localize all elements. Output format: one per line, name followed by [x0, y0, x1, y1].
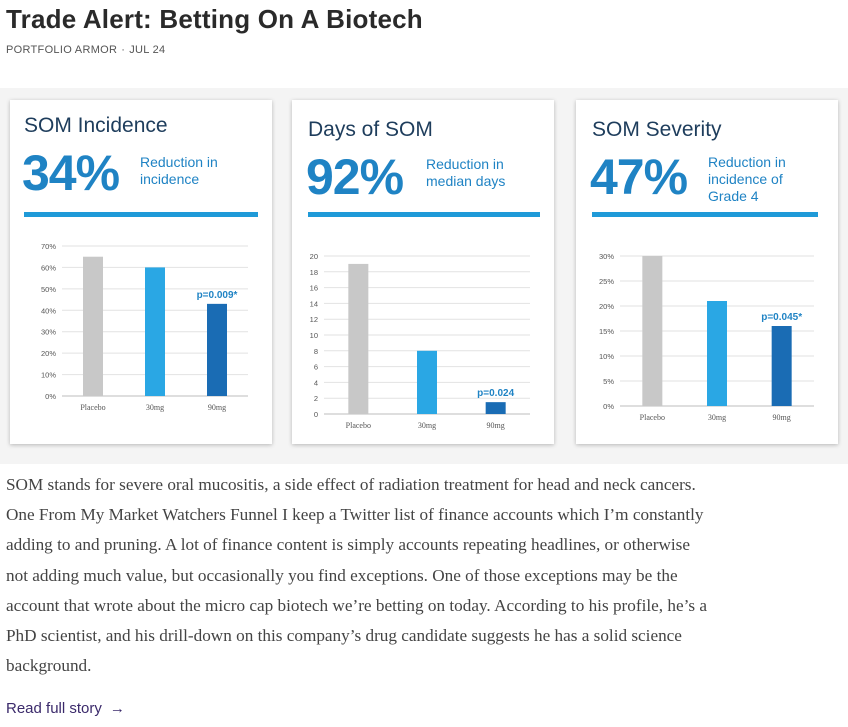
x-tick-label: 90mg — [208, 403, 226, 412]
y-tick-label: 40% — [41, 306, 56, 315]
y-tick-label: 10% — [41, 371, 56, 380]
bar-90mg — [771, 326, 792, 406]
story-line: One From My Market Watchers Funnel I kee… — [6, 505, 704, 525]
panel-big-number: 47% — [590, 149, 688, 205]
article-title[interactable]: Trade Alert: Betting On A Biotech — [6, 4, 423, 34]
y-tick-label: 18 — [310, 268, 318, 277]
y-tick-label: 0% — [45, 392, 56, 401]
panel-description-line: median days — [426, 173, 506, 189]
story-line: adding to and pruning. A lot of finance … — [6, 535, 690, 555]
y-tick-label: 20% — [41, 349, 56, 358]
story-line: account that wrote about the micro cap b… — [6, 595, 707, 615]
bar-30mg — [145, 267, 165, 396]
panel-description-line: Reduction in — [708, 154, 786, 170]
bar-placebo — [83, 256, 103, 396]
bar-30mg — [707, 301, 727, 406]
bar-chart-som-incidence: 0% 10% 20% 30% 40% 50% 60% 70% Placebo 30mg 90mg p=… — [41, 242, 248, 412]
bar-placebo — [348, 263, 369, 414]
y-tick-label: 8 — [314, 347, 318, 356]
x-tick-label: Placebo — [640, 413, 665, 422]
story-line: PhD scientist, and his drill-down on thi… — [6, 626, 682, 646]
read-full-story-label[interactable]: Read full story — [6, 700, 102, 717]
panel-description-line: Reduction in — [140, 154, 218, 170]
story-excerpt: SOM stands for severe oral mucositis, a … — [6, 470, 842, 681]
x-tick-label: 90mg — [487, 421, 505, 430]
panel-som-severity: SOM Severity 47% Reduction in incidence … — [576, 100, 838, 444]
x-tick-label: Placebo — [346, 421, 371, 430]
read-full-story-link[interactable]: Read full story → — [6, 700, 125, 717]
y-tick-label: 30% — [599, 252, 614, 261]
y-tick-label: 6 — [314, 363, 318, 372]
bar-chart-som-severity: 0% 5% 10% 15% 20% 25% 30% Placebo 30mg 90mg p=0.04… — [599, 252, 814, 422]
panel-divider — [308, 212, 540, 217]
y-tick-label: 10% — [599, 352, 614, 361]
panel-description-line: Grade 4 — [708, 188, 759, 204]
arrow-right-icon[interactable]: → — [109, 700, 125, 717]
panel-days-of-som: Days of SOM 92% Reduction in median days… — [292, 100, 554, 444]
panel-title: Days of SOM — [308, 118, 433, 141]
byline-separator: · — [121, 44, 126, 56]
x-tick-label: 30mg — [146, 403, 164, 412]
y-tick-label: 0 — [314, 410, 318, 419]
story-line: SOM stands for severe oral mucositis, a … — [6, 475, 696, 494]
panel-description: Reduction in median days — [426, 156, 536, 190]
bar-placebo — [642, 256, 663, 406]
x-tick-label: 90mg — [773, 413, 791, 422]
y-tick-label: 30% — [41, 328, 56, 337]
panel-description-line: incidence — [140, 171, 200, 187]
y-tick-label: 60% — [41, 263, 56, 272]
bar-30mg — [417, 350, 437, 414]
x-tick-label: 30mg — [708, 413, 726, 422]
y-tick-label: 0% — [603, 402, 614, 411]
p-value-annotation: p=0.009* — [197, 290, 238, 301]
y-tick-label: 16 — [310, 284, 318, 293]
y-tick-label: 15% — [599, 327, 614, 336]
bar-90mg — [207, 303, 227, 396]
panel-big-number: 34% — [22, 145, 120, 201]
story-line: not adding much value, but occasionally … — [6, 565, 678, 585]
panel-description-line: Reduction in — [426, 156, 504, 172]
y-tick-label: 5% — [603, 377, 614, 386]
p-value-annotation: p=0.045* — [761, 312, 802, 323]
bar-chart-days-of-som: 0 2 4 6 8 10 12 14 16 18 20 Placebo 30mg 90mg p=0.024 — [310, 252, 530, 430]
y-tick-label: 10 — [310, 331, 318, 340]
panel-description: Reduction in incidence of Grade 4 — [708, 154, 818, 205]
x-tick-label: Placebo — [80, 403, 105, 412]
y-tick-label: 20 — [310, 252, 318, 261]
y-tick-label: 2 — [314, 394, 318, 403]
y-tick-label: 25% — [599, 277, 614, 286]
panel-description: Reduction in incidence — [140, 154, 250, 188]
story-line: background. — [6, 656, 92, 676]
byline: PORTFOLIO ARMOR · JUL 24 — [6, 44, 165, 56]
y-tick-label: 14 — [310, 299, 318, 308]
panel-som-incidence: SOM Incidence 34% Reduction in incidence… — [10, 100, 272, 444]
panel-divider — [592, 212, 818, 217]
byline-date: JUL 24 — [129, 44, 166, 56]
x-tick-label: 30mg — [418, 421, 436, 430]
panel-title: SOM Severity — [592, 118, 722, 141]
y-tick-label: 4 — [314, 378, 318, 387]
panel-divider — [24, 212, 258, 217]
y-tick-label: 12 — [310, 315, 318, 324]
panel-description-line: incidence of — [708, 171, 783, 187]
y-tick-label: 70% — [41, 242, 56, 251]
y-tick-label: 20% — [599, 302, 614, 311]
panel-big-number: 92% — [306, 149, 404, 205]
y-tick-label: 50% — [41, 285, 56, 294]
infographic-image[interactable]: SOM Incidence 34% Reduction in incidence… — [0, 88, 848, 464]
bar-90mg — [485, 402, 506, 414]
byline-source[interactable]: PORTFOLIO ARMOR — [6, 44, 118, 56]
panel-title: SOM Incidence — [24, 114, 168, 137]
p-value-annotation: p=0.024 — [477, 388, 514, 399]
